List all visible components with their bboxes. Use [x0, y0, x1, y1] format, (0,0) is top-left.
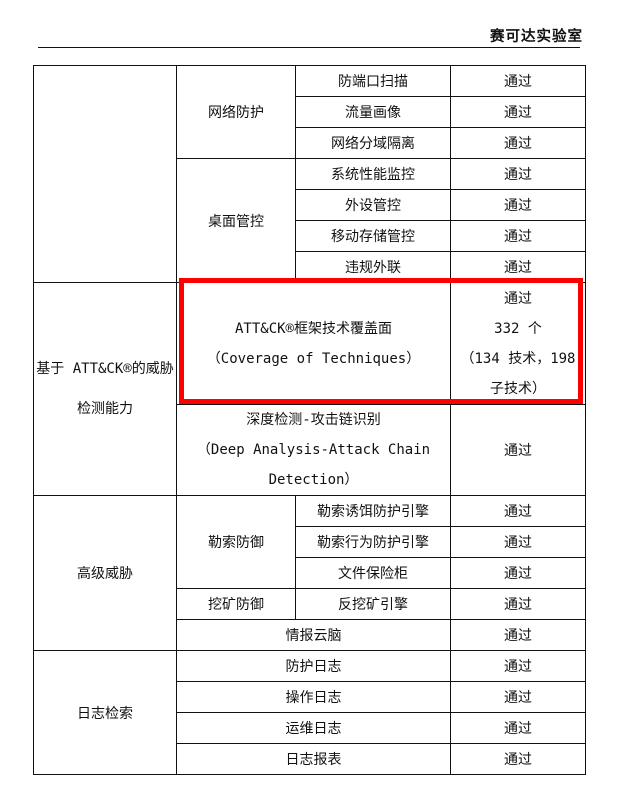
- category-cell-attck-detection: 基于 ATT&CK®的威胁 检测能力: [33, 282, 177, 496]
- result-cell: 通过: [450, 158, 586, 190]
- result-line: 332 个: [494, 320, 542, 337]
- result-cell: 通过: [450, 404, 586, 496]
- results-table: 网络防护 防端口扫描 通过 流量画像 通过 网络分域隔离 通过 桌面管控 系统性…: [33, 65, 586, 775]
- result-cell: 通过: [450, 557, 586, 589]
- category-line: 检测能力: [77, 401, 133, 417]
- result-cell: 通过: [450, 495, 586, 527]
- item-cell: 运维日志: [176, 712, 451, 744]
- result-line: 通过: [504, 290, 532, 307]
- item-cell: 系统性能监控: [295, 158, 451, 190]
- result-cell: 通过: [450, 189, 586, 221]
- result-cell: 通过: [450, 619, 586, 651]
- item-cell-attck-coverage: ATT&CK®框架技术覆盖面 （Coverage of Techniques）: [176, 282, 451, 405]
- item-line: （Coverage of Techniques）: [206, 350, 421, 367]
- item-line: （Deep Analysis-Attack Chain: [196, 442, 431, 458]
- item-cell: 防端口扫描: [295, 65, 451, 97]
- category-cell-log-retrieval: 日志检索: [33, 650, 177, 775]
- category-cell-advanced-threat: 高级威胁: [33, 495, 177, 651]
- group-cell-ransom-defense: 勒索防御: [176, 495, 296, 589]
- item-cell: 文件保险柜: [295, 557, 451, 589]
- item-cell: 违规外联: [295, 251, 451, 283]
- result-cell: 通过: [450, 588, 586, 620]
- item-cell: 日志报表: [176, 743, 451, 775]
- result-cell: 通过: [450, 251, 586, 283]
- page-header-lab-name: 赛可达实验室: [490, 29, 583, 45]
- group-cell-desktop-management: 桌面管控: [176, 158, 296, 283]
- result-cell: 通过: [450, 743, 586, 775]
- item-cell: 操作日志: [176, 681, 451, 713]
- result-cell: 通过: [450, 712, 586, 744]
- group-cell-network-protection: 网络防护: [176, 65, 296, 159]
- result-cell: 通过: [450, 96, 586, 128]
- result-cell: 通过: [450, 650, 586, 682]
- group-cell-mining-defense: 挖矿防御: [176, 588, 296, 620]
- item-line: Detection）: [268, 472, 359, 488]
- item-line: ATT&CK®框架技术覆盖面: [234, 320, 392, 337]
- category-cell-continued: [33, 65, 177, 283]
- header-rule: [38, 47, 580, 48]
- result-line: 子技术）: [490, 380, 546, 397]
- item-cell: 勒索诱饵防护引擎: [295, 495, 451, 527]
- item-cell: 移动存储管控: [295, 220, 451, 252]
- result-line: （134 技术，198: [460, 350, 576, 367]
- result-cell: 通过: [450, 526, 586, 558]
- result-cell-attck-coverage: 通过 332 个 （134 技术，198 子技术）: [450, 282, 586, 405]
- item-cell: 外设管控: [295, 189, 451, 221]
- item-cell: 网络分域隔离: [295, 127, 451, 159]
- item-cell: 勒索行为防护引擎: [295, 526, 451, 558]
- item-cell: 反挖矿引擎: [295, 588, 451, 620]
- item-line: 深度检测-攻击链识别: [246, 412, 381, 428]
- item-cell-intel-cloud-brain: 情报云脑: [176, 619, 451, 651]
- item-cell: 防护日志: [176, 650, 451, 682]
- category-line: 基于 ATT&CK®的威胁: [36, 361, 174, 377]
- item-cell-deep-detection: 深度检测-攻击链识别 （Deep Analysis-Attack Chain D…: [176, 404, 451, 496]
- result-cell: 通过: [450, 220, 586, 252]
- result-cell: 通过: [450, 127, 586, 159]
- result-cell: 通过: [450, 65, 586, 97]
- item-cell: 流量画像: [295, 96, 451, 128]
- result-cell: 通过: [450, 681, 586, 713]
